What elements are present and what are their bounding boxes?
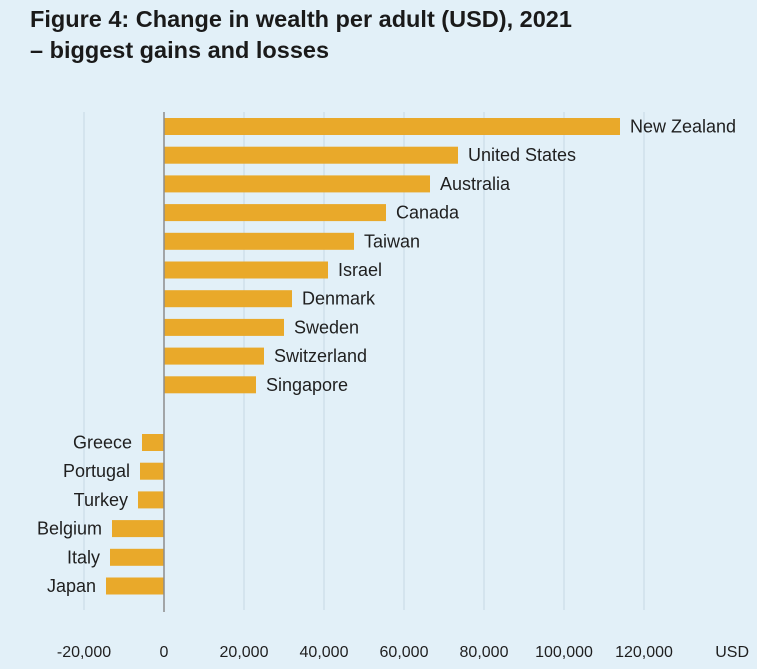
x-tick-label-4: 60,000 [380,644,429,661]
bar-gain-3 [164,204,386,222]
bar-label-gain-7: Sweden [294,317,359,337]
bar-gain-0 [164,118,620,135]
x-tick-label-1: 0 [160,644,169,661]
bar-label-gain-6: Denmark [302,289,376,309]
gridlines [83,112,645,610]
bar-label-gain-2: Australia [440,174,511,194]
x-axis-unit-label: USD [715,644,749,661]
x-tick-label-7: 120,000 [615,644,673,661]
bar-label-gain-0: New Zealand [630,117,736,137]
bar-gain-2 [164,175,430,193]
bar-label-loss-5: Japan [47,576,96,596]
bar-gain-7 [164,318,284,336]
bar-label-loss-3: Belgium [37,519,102,539]
bar-label-gain-1: United States [468,145,576,165]
bar-labels: New Zealand United States Australia Canada T… [37,117,736,597]
bar-label-gain-5: Israel [338,260,382,280]
chart-title-line-1: Figure 4: Change in wealth per adult (US… [30,6,572,32]
bar-gain-9 [164,376,256,394]
x-tick-label-6: 100,000 [535,644,593,661]
bar-gain-1 [164,146,458,164]
bar-loss-1 [140,462,164,480]
bar-label-gain-4: Taiwan [364,231,420,251]
x-tick-label-3: 40,000 [300,644,349,661]
bar-loss-2 [138,491,164,509]
bar-label-loss-1: Portugal [63,461,130,481]
bar-loss-4 [110,548,164,566]
chart-title: Figure 4: Change in wealth per adult (US… [30,4,730,66]
bars [106,118,620,595]
x-tick-label-0: -20,000 [57,644,111,661]
x-tick-label-5: 80,000 [460,644,509,661]
bar-label-gain-9: Singapore [266,375,348,395]
bar-loss-3 [112,520,164,538]
bar-loss-5 [106,577,164,595]
bar-loss-0 [142,434,164,451]
bar-label-loss-2: Turkey [74,490,128,510]
x-tick-label-2: 20,000 [220,644,269,661]
bar-gain-4 [164,232,354,250]
bar-label-loss-0: Greece [73,433,132,453]
bar-gain-6 [164,290,292,308]
bar-gain-5 [164,261,328,279]
bar-label-gain-8: Switzerland [274,346,367,366]
bar-gain-8 [164,347,264,365]
bar-label-gain-3: Canada [396,203,460,223]
bar-label-loss-4: Italy [67,547,100,567]
chart-title-line-2: – biggest gains and losses [30,37,330,63]
x-axis-ticks: -20,000 0 20,000 40,000 60,000 80,000 100,000 1… [57,644,673,661]
